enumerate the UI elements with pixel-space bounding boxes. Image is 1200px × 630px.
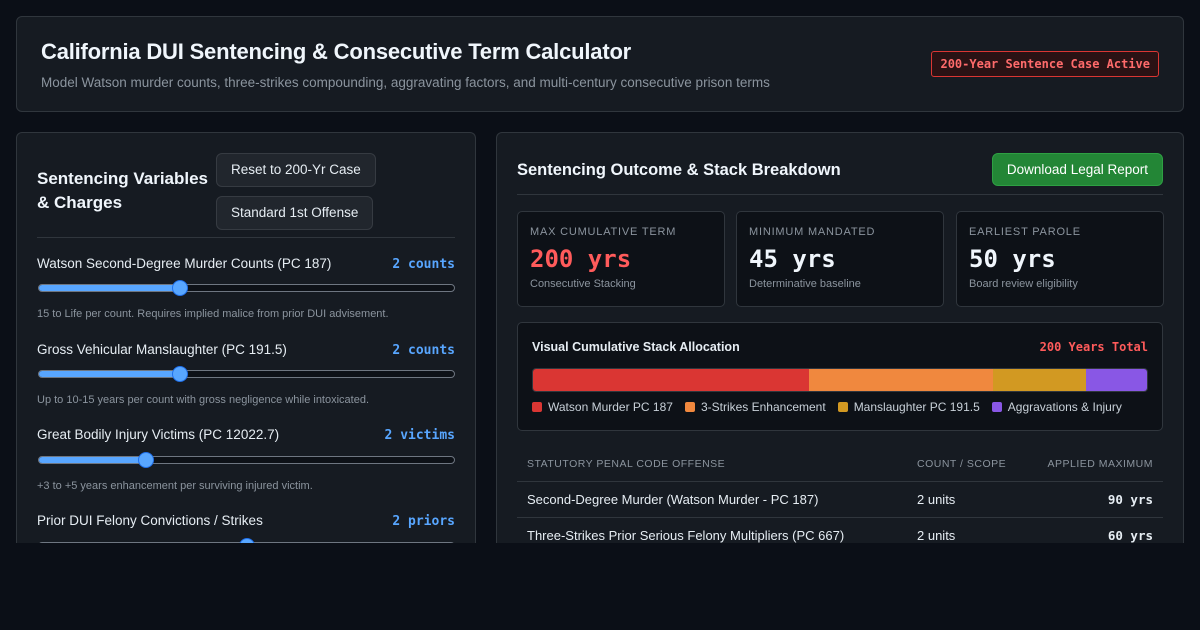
slider-fill [39,285,181,291]
sentencing-variables-panel: Sentencing Variables & Charges Reset to … [16,132,476,543]
stat-card-max-term: MAX CUMULATIVE TERM 200 yrs Consecutive … [517,211,725,307]
stack-segment [809,369,994,391]
legend-swatch [684,402,695,412]
stack-segment [533,369,810,391]
download-report-button[interactable]: Download Legal Report [991,153,1163,186]
stat-note: Determinative baseline [749,278,861,290]
slider-thumb[interactable] [138,452,155,468]
page-title: California DUI Sentencing & Consecutive … [41,39,632,64]
injury-victims-label: Great Bodily Injury Victims (PC 12022.7) [37,427,280,442]
legend-swatch [991,402,1002,412]
legend-label: 3-Strikes Enhancement [700,400,826,414]
murder-counts-slider[interactable] [38,280,455,296]
max-cell: 60 yrs [1107,528,1153,543]
table-header-max: APPLIED MAXIMUM [1047,458,1153,470]
panel-divider [37,237,455,238]
stat-note: Consecutive Stacking [530,278,636,290]
stack-segment [993,369,1086,391]
slider-thumb[interactable] [238,538,255,543]
prior-convictions-value: 2 priors [392,514,455,529]
stat-value: 45 yrs [749,245,836,273]
variables-panel-title: Sentencing Variables & Charges [37,169,209,212]
slider-track [38,284,455,292]
stat-card-minimum: MINIMUM MANDATED 45 yrs Determinative ba… [736,211,944,307]
offense-cell: Three-Strikes Prior Serious Felony Multi… [527,528,845,543]
injury-victims-description: +3 to +5 years enhancement per surviving… [37,480,313,492]
legend-item: 3-Strikes Enhancement [684,400,826,414]
slider-fill [39,371,181,377]
table-header-count: COUNT / SCOPE [917,458,1007,470]
offense-cell: Second-Degree Murder (Watson Murder - PC… [527,492,819,507]
stack-allocation-card: Visual Cumulative Stack Allocation 200 Y… [517,322,1163,431]
count-cell: 2 units [917,528,956,543]
standard-offense-button[interactable]: Standard 1st Offense [216,196,374,230]
panel-divider [517,194,1163,195]
allocation-title: Visual Cumulative Stack Allocation [532,340,740,354]
injury-victims-slider[interactable] [38,452,455,468]
murder-counts-label: Watson Second-Degree Murder Counts (PC 1… [37,256,332,271]
murder-counts-value: 2 counts [392,257,455,272]
manslaughter-counts-slider[interactable] [38,366,455,382]
reset-case-button[interactable]: Reset to 200-Yr Case [216,153,376,187]
legend-label: Aggravations & Injury [1007,400,1122,414]
table-row: Three-Strikes Prior Serious Felony Multi… [517,517,1163,543]
legend-swatch [837,402,848,412]
allocation-total: 200 Years Total [1039,340,1148,354]
slider-fill [39,457,147,463]
manslaughter-counts-value: 2 counts [392,343,455,358]
sentencing-outcome-panel: Sentencing Outcome & Stack Breakdown Dow… [496,132,1184,543]
table-header-offense: STATUTORY PENAL CODE OFFENSE [527,458,726,470]
stat-label: EARLIEST PAROLE [969,226,1081,238]
stat-card-parole: EARLIEST PAROLE 50 yrs Board review elig… [956,211,1164,307]
stacked-allocation-bar [532,368,1148,392]
legend-label: Watson Murder PC 187 [548,400,673,414]
stat-value: 50 yrs [969,245,1056,273]
stat-note: Board review eligibility [969,278,1078,290]
legend-item: Aggravations & Injury [991,400,1122,414]
slider-track [38,370,455,378]
page-subtitle: Model Watson murder counts, three-strike… [41,75,770,90]
stat-label: MINIMUM MANDATED [749,226,876,238]
slider-track [38,456,455,464]
slider-thumb[interactable] [171,366,188,382]
legend-label: Manslaughter PC 191.5 [853,400,980,414]
allocation-legend: Watson Murder PC 187 3-Strikes Enhancemen… [532,400,1134,414]
legend-swatch [532,402,542,412]
stat-value: 200 yrs [530,245,632,273]
outcome-panel-title: Sentencing Outcome & Stack Breakdown [517,161,841,179]
table-row: Second-Degree Murder (Watson Murder - PC… [517,481,1163,517]
prior-convictions-slider[interactable] [38,538,455,543]
legend-item: Manslaughter PC 191.5 [837,400,980,414]
max-cell: 90 yrs [1107,492,1153,507]
injury-victims-value: 2 victims [384,428,455,443]
stat-label: MAX CUMULATIVE TERM [530,226,677,238]
stack-segment [1085,369,1147,391]
manslaughter-counts-label: Gross Vehicular Manslaughter (PC 191.5) [37,342,287,357]
slider-thumb[interactable] [171,280,188,296]
murder-counts-description: 15 to Life per count. Requires implied m… [37,308,389,320]
status-badge: 200-Year Sentence Case Active [931,51,1159,77]
count-cell: 2 units [917,492,956,507]
prior-convictions-label: Prior DUI Felony Convictions / Strikes [37,513,263,528]
page-header: California DUI Sentencing & Consecutive … [16,16,1184,112]
manslaughter-counts-description: Up to 10-15 years per count with gross n… [37,394,370,406]
legend-item: Watson Murder PC 187 [532,400,673,414]
